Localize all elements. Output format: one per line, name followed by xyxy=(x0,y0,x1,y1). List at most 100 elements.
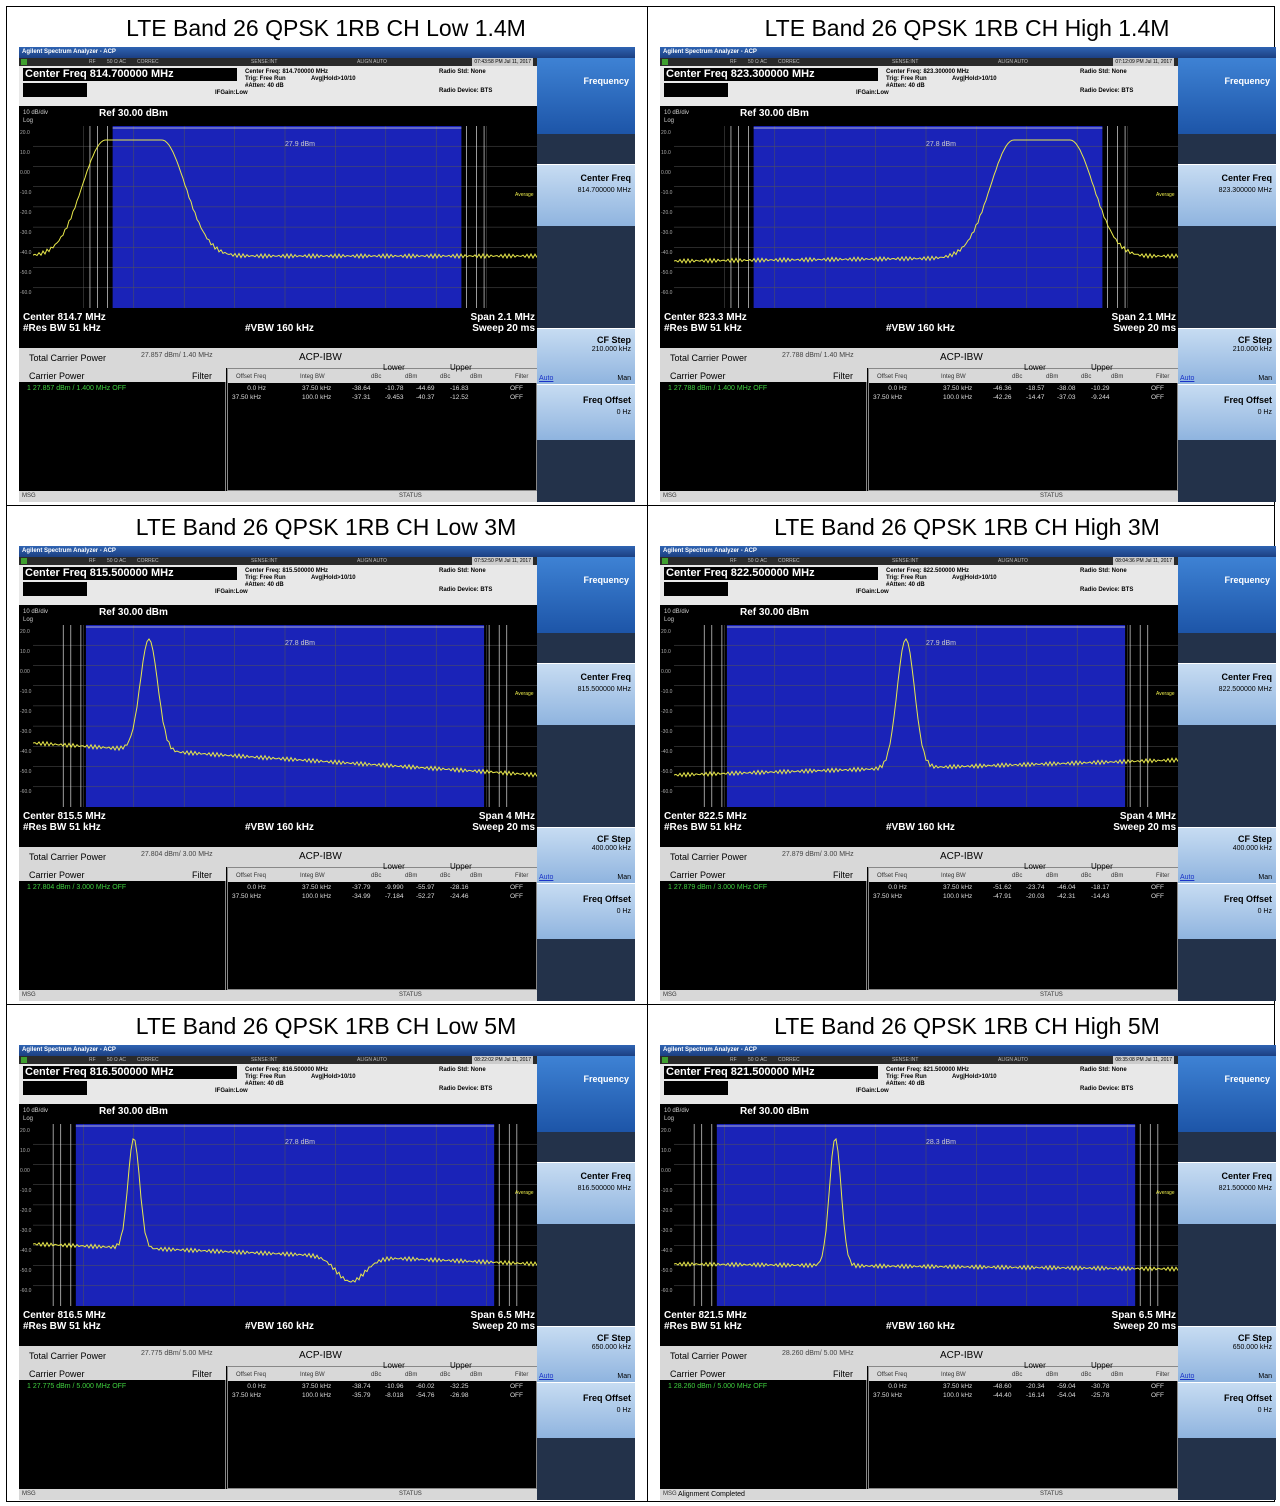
center-freq-softkey-value: 821.500000 MHz xyxy=(1218,1185,1272,1192)
cf-step-softkey[interactable]: CF Step 650.000 kHz Auto Man xyxy=(537,1326,635,1382)
spectrum-plot: 10 dB/div Ref 30.00 dBm Log 20.0 10.0 0.00… xyxy=(19,605,537,847)
window-title: Agilent Spectrum Analyzer - ACP xyxy=(19,1045,635,1056)
header-input-field[interactable] xyxy=(23,582,87,596)
cell-integ-bw: 100.0 kHz xyxy=(943,394,973,401)
col-offset-freq: Offset Freq xyxy=(236,873,266,879)
msg-label: MSG xyxy=(663,493,677,499)
col-upper-dbm: dBm xyxy=(470,1372,483,1378)
sweep-label: Sweep 20 ms xyxy=(1113,822,1176,833)
col-lower-dbm: dBm xyxy=(1046,374,1059,380)
header-trig: Trig: Free Run xyxy=(245,1074,286,1080)
cf-step-softkey[interactable]: CF Step 210.000 kHz Auto Man xyxy=(1178,328,1276,384)
cf-step-auto-option[interactable]: Auto xyxy=(539,375,554,382)
freq-offset-softkey[interactable]: Freq Offset 0 Hz xyxy=(537,384,635,440)
carrier-power-label: Carrier Power xyxy=(670,1369,726,1379)
header-input-field[interactable] xyxy=(664,1081,728,1095)
status-indicator-icon xyxy=(662,59,668,65)
trace-plot: 27.8 dBm Average xyxy=(33,625,537,807)
carrier-power-pane: Carrier Power Filter 1 28.260 dBm / 5.00… xyxy=(660,1366,867,1489)
center-freq-softkey[interactable]: Center Freq 814.700000 MHz xyxy=(537,164,635,226)
graticule: 28.3 dBm Average xyxy=(674,1124,1178,1306)
grid-divider-horizontal xyxy=(7,505,1274,506)
freq-offset-softkey[interactable]: Freq Offset 0 Hz xyxy=(1178,384,1276,440)
center-freq-display[interactable]: Center Freq 815.500000 MHz xyxy=(23,567,237,580)
center-freq-softkey[interactable]: Center Freq 821.500000 MHz xyxy=(1178,1162,1276,1224)
results-header: Total Carrier Power 27.775 dBm/ 5.00 MHz… xyxy=(19,1346,537,1366)
panel-title: LTE Band 26 QPSK 1RB CH Low 1.4M xyxy=(126,15,526,41)
center-freq-softkey[interactable]: Center Freq 816.500000 MHz xyxy=(537,1162,635,1224)
cf-step-auto-option[interactable]: Auto xyxy=(1180,1373,1195,1380)
cell-upper-dbm: -16.83 xyxy=(450,385,469,392)
scale-label: 10 dB/div xyxy=(664,1108,690,1114)
y-tick-label: 0.00 xyxy=(20,669,30,675)
table-row: 0.0 Hz 37.50 kHz -38.64 -10.78 -44.69 -1… xyxy=(228,385,538,394)
cell-lower-dbm: -10.78 xyxy=(385,385,404,392)
cf-step-auto-option[interactable]: Auto xyxy=(539,1373,554,1380)
softkey-panel: Frequency Center Freq 821.500000 MHz CF … xyxy=(1178,1056,1276,1500)
header-input-field[interactable] xyxy=(23,1081,87,1095)
center-freq-display[interactable]: Center Freq 823.300000 MHz xyxy=(664,68,878,81)
cf-step-softkey[interactable]: CF Step 210.000 kHz Auto Man xyxy=(537,328,635,384)
center-label: Center 814.7 MHz xyxy=(23,312,106,323)
header-input-field[interactable] xyxy=(664,83,728,97)
cf-step-softkey[interactable]: CF Step 400.000 kHz Auto Man xyxy=(1178,827,1276,883)
header-radio-device: Radio Device: BTS xyxy=(1080,1086,1134,1092)
cf-step-man-option[interactable]: Man xyxy=(617,375,631,382)
cf-step-auto-option[interactable]: Auto xyxy=(1180,375,1195,382)
header-input-field[interactable] xyxy=(664,582,728,596)
freq-offset-softkey[interactable]: Freq Offset 0 Hz xyxy=(537,1382,635,1438)
cf-step-man-option[interactable]: Man xyxy=(1258,375,1272,382)
cell-filter: OFF xyxy=(1151,1392,1164,1399)
cf-step-softkey[interactable]: CF Step 650.000 kHz Auto Man xyxy=(1178,1326,1276,1382)
offset-table: Lower Upper Offset Freq Integ BW dBc dBm… xyxy=(227,862,538,990)
span-label: Span 4 MHz xyxy=(1119,811,1176,822)
header-avg-hold: Avg|Hold>10/10 xyxy=(311,575,356,581)
measurement-header: Center Freq 816.500000 MHz Center Freq: … xyxy=(19,1064,537,1104)
status-rf: RF xyxy=(89,59,96,65)
softkey-spacer xyxy=(537,134,635,164)
y-tick-label: -20.0 xyxy=(661,210,673,216)
freq-offset-label: Freq Offset xyxy=(582,894,631,904)
freq-offset-label: Freq Offset xyxy=(1223,894,1272,904)
lower-label: Lower xyxy=(383,1361,405,1370)
center-freq-softkey[interactable]: Center Freq 822.500000 MHz xyxy=(1178,663,1276,725)
cf-step-man-option[interactable]: Man xyxy=(617,1373,631,1380)
center-freq-display[interactable]: Center Freq 814.700000 MHz xyxy=(23,68,237,81)
freq-offset-softkey[interactable]: Freq Offset 0 Hz xyxy=(1178,883,1276,939)
carrier-power-header: Carrier Power Filter xyxy=(660,1366,867,1380)
cf-step-label: CF Step xyxy=(596,335,631,345)
cf-step-auto-option[interactable]: Auto xyxy=(539,874,554,881)
cell-filter: OFF xyxy=(1151,385,1164,392)
center-freq-softkey[interactable]: Center Freq 823.300000 MHz xyxy=(1178,164,1276,226)
cell-upper-dbc: -46.04 xyxy=(1057,884,1076,891)
message-bar: MSG STATUS xyxy=(19,491,537,502)
header-atten: #Atten: 40 dB xyxy=(886,1081,925,1087)
cf-step-auto-option[interactable]: Auto xyxy=(1180,874,1195,881)
cf-step-man-option[interactable]: Man xyxy=(1258,1373,1272,1380)
table-row: 37.50 kHz 100.0 kHz -47.91 -20.03 -42.31… xyxy=(869,893,1179,902)
header-center-freq: Center Freq: 814.700000 MHz xyxy=(245,69,329,75)
header-atten: #Atten: 40 dB xyxy=(245,83,284,89)
header-input-field[interactable] xyxy=(23,83,87,97)
center-freq-display[interactable]: Center Freq 816.500000 MHz xyxy=(23,1066,237,1079)
panel-title: LTE Band 26 QPSK 1RB CH High 5M xyxy=(774,1013,1160,1039)
window-title: Agilent Spectrum Analyzer - ACP xyxy=(660,1045,1276,1056)
cf-step-man-option[interactable]: Man xyxy=(617,874,631,881)
center-freq-display[interactable]: Center Freq 821.500000 MHz xyxy=(664,1066,878,1079)
center-freq-softkey-label: Center Freq xyxy=(580,672,631,682)
timestamp: 07:43:58 PM Jul 11, 2017 xyxy=(472,58,533,66)
cf-step-man-option[interactable]: Man xyxy=(1258,874,1272,881)
table-row: 37.50 kHz 100.0 kHz -44.40 -16.14 -54.04… xyxy=(869,1392,1179,1401)
cell-lower-dbm: -9.990 xyxy=(385,884,404,891)
freq-offset-softkey[interactable]: Freq Offset 0 Hz xyxy=(1178,1382,1276,1438)
center-freq-display[interactable]: Center Freq 822.500000 MHz xyxy=(664,567,878,580)
freq-offset-softkey[interactable]: Freq Offset 0 Hz xyxy=(537,883,635,939)
cf-step-softkey[interactable]: CF Step 400.000 kHz Auto Man xyxy=(537,827,635,883)
ref-level-label: Ref 30.00 dBm xyxy=(740,1106,809,1117)
span-label: Span 4 MHz xyxy=(478,811,535,822)
center-freq-softkey[interactable]: Center Freq 815.500000 MHz xyxy=(537,663,635,725)
col-upper-dbm: dBm xyxy=(1111,374,1124,380)
softkey-menu-title: Frequency xyxy=(1178,58,1276,134)
msg-label: MSG xyxy=(22,992,36,998)
y-tick-label: 10.0 xyxy=(20,150,30,156)
